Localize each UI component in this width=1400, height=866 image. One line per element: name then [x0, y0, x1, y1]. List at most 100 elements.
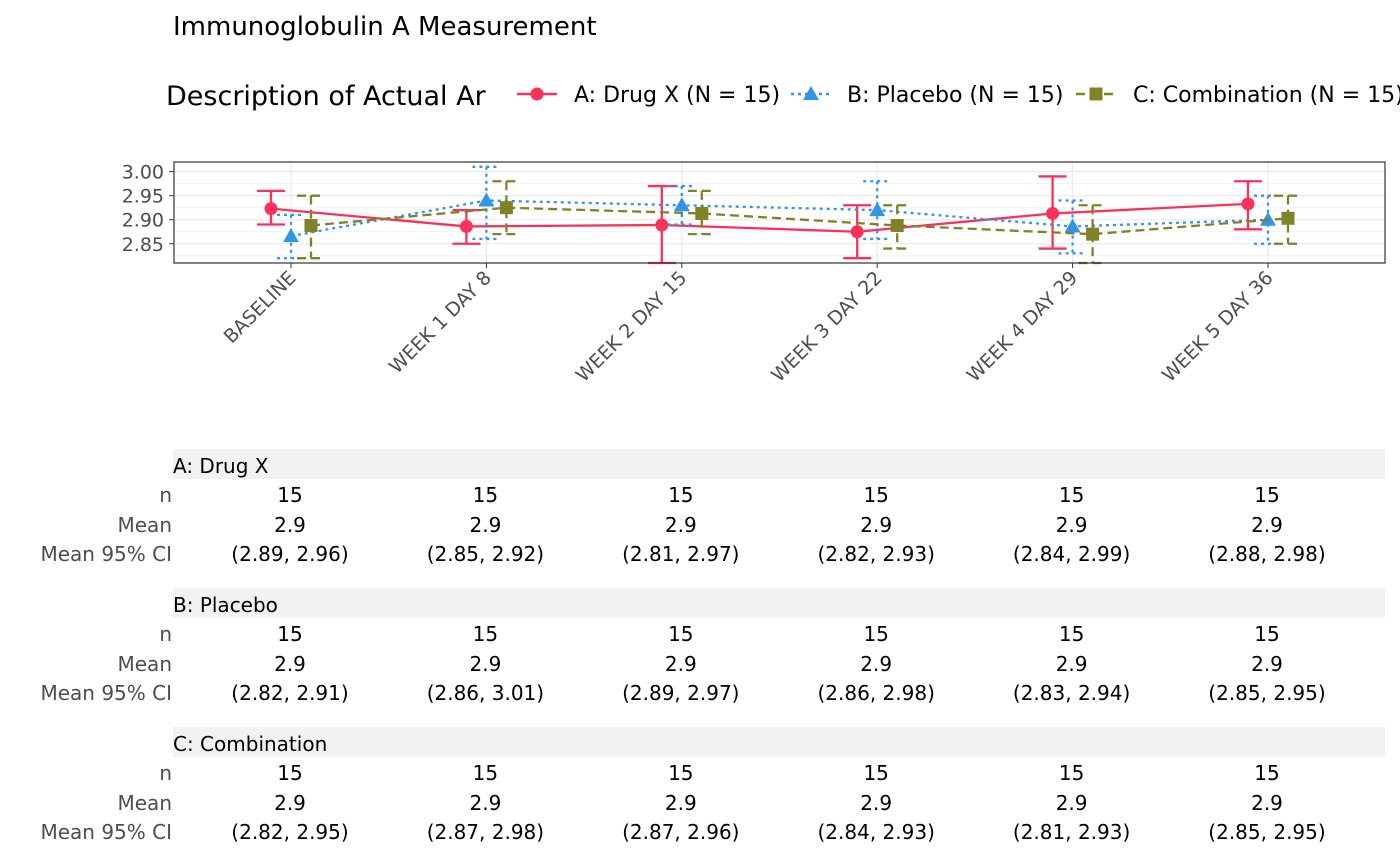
row-label: Mean	[117, 790, 173, 815]
legend-item: B: Placebo (N = 15)	[791, 83, 1063, 108]
row-label: n	[159, 622, 172, 646]
error-bar	[1274, 194, 1302, 245]
series-group	[257, 175, 1262, 265]
table-cell: (2.81, 2.93)	[1012, 820, 1131, 844]
error-bar	[667, 184, 696, 226]
row-label: Mean 95% CI	[40, 542, 172, 566]
table-cell: 2.9	[860, 790, 893, 815]
table-cell: (2.84, 2.99)	[1012, 542, 1131, 566]
legend-item: A: Drug X (N = 15)	[517, 83, 780, 108]
table-cell: 2.9	[1251, 512, 1283, 537]
x-tick-label: WEEK 5 DAY 36	[1158, 267, 1278, 387]
table-cell: 2.9	[1055, 651, 1088, 676]
table-cell: (2.82, 2.91)	[231, 681, 349, 705]
series-line	[290, 199, 1269, 238]
table-cell: 2.9	[274, 512, 306, 537]
data-point	[1260, 211, 1276, 226]
data-point	[890, 218, 904, 232]
table-cell: 15	[277, 483, 303, 507]
row-label: Mean	[117, 512, 173, 537]
row-label: Mean 95% CI	[40, 681, 172, 705]
legend-key-marker	[530, 87, 544, 101]
row-label: Mean 95% CI	[40, 820, 172, 844]
table-cell: 15	[863, 622, 889, 646]
table-cell: (2.87, 2.96)	[622, 820, 740, 844]
table-cell: 2.9	[274, 790, 306, 815]
legend: A: Drug X (N = 15) B: Placebo (N = 15) C: …	[517, 83, 1400, 108]
table-cell: 15	[1058, 483, 1085, 507]
table-cell: (2.86, 2.98)	[817, 681, 935, 705]
table-cell: (2.86, 3.01)	[426, 681, 545, 705]
table-cell: 15	[277, 622, 303, 646]
plot-area: 3.002.952.902.85 BASELINE WEEK 1 DAY 8 WEEK…	[122, 161, 1386, 387]
x-tick-label: WEEK 3 DAY 22	[767, 267, 887, 387]
table-cell: 2.9	[1251, 790, 1283, 815]
table-cell: 15	[668, 622, 694, 646]
data-point	[264, 202, 278, 216]
data-point	[673, 197, 690, 212]
table-cell: 15	[472, 761, 499, 785]
table-cell: (2.83, 2.94)	[1012, 681, 1131, 705]
table-cell: 2.9	[469, 512, 502, 537]
group-header-label: B: Placebo	[173, 593, 278, 617]
table-cell: 2.9	[664, 512, 697, 537]
row-label: n	[159, 483, 172, 507]
table-cell: 15	[1254, 483, 1280, 507]
table-cell: (2.85, 2.95)	[1208, 681, 1326, 705]
row-label: n	[159, 761, 172, 785]
x-tick-label: WEEK 1 DAY 8	[385, 267, 496, 378]
series-group	[277, 165, 1282, 260]
data-point	[459, 219, 473, 233]
x-tick-label: WEEK 4 DAY 29	[963, 267, 1083, 387]
table-cell: (2.84, 2.93)	[817, 820, 935, 844]
x-tick-label: BASELINE	[220, 267, 301, 348]
table-cell: 2.9	[860, 651, 893, 676]
series-line	[310, 206, 1289, 236]
y-tick-label: 2.90	[122, 210, 164, 232]
table-cell: 15	[1058, 761, 1085, 785]
table-cell: 15	[472, 622, 499, 646]
table-cell: (2.89, 2.97)	[622, 681, 740, 705]
table-cell: (2.87, 2.98)	[426, 820, 545, 844]
group-header: C: Combination	[173, 727, 1385, 757]
table-cell: 2.9	[664, 651, 697, 676]
data-point	[283, 228, 299, 243]
data-point	[1281, 211, 1295, 225]
x-tick-label: WEEK 2 DAY 15	[572, 267, 692, 387]
table-cell: 2.9	[1055, 790, 1088, 815]
table-cell: (2.89, 2.96)	[231, 542, 349, 566]
table-cell: 15	[668, 483, 694, 507]
error-bar	[1058, 199, 1087, 255]
data-point	[1241, 197, 1255, 211]
group-header-label: C: Combination	[173, 732, 328, 756]
legend-item: C: Combination (N = 15)	[1076, 83, 1400, 108]
legend-label: A: Drug X (N = 15)	[574, 83, 780, 108]
legend-label: C: Combination (N = 15)	[1133, 83, 1400, 108]
table-cell: (2.82, 2.95)	[231, 820, 349, 844]
row-label: Mean	[117, 651, 173, 676]
data-point	[850, 225, 864, 239]
table-cell: (2.85, 2.92)	[426, 542, 545, 566]
chart-svg: Immunoglobulin A Measurement Description…	[122, 12, 1400, 387]
table-cell: 15	[1254, 761, 1280, 785]
table-cell: 15	[863, 483, 889, 507]
table-cell: 2.9	[1251, 651, 1283, 676]
table-cell: 15	[277, 761, 303, 785]
y-tick-label: 2.85	[122, 234, 164, 256]
table-cell: (2.88, 2.98)	[1208, 542, 1326, 566]
series-line	[270, 202, 1249, 233]
data-point	[499, 201, 513, 215]
data-point	[655, 218, 669, 232]
data-point	[478, 192, 495, 207]
table-cell: 2.9	[469, 651, 502, 676]
table-cell: 2.9	[664, 790, 697, 815]
table-cell: 2.9	[860, 512, 893, 537]
table-cell: 15	[668, 761, 694, 785]
table-cell: (2.85, 2.95)	[1208, 820, 1326, 844]
y-tick-label: 2.95	[122, 186, 164, 208]
table-cell: 15	[1254, 622, 1280, 646]
table-cell: (2.81, 2.97)	[622, 542, 740, 566]
y-tick-label: 3.00	[122, 162, 164, 184]
legend-title: Description of Actual Ar	[166, 81, 487, 112]
chart-title: Immunoglobulin A Measurement	[173, 12, 597, 42]
